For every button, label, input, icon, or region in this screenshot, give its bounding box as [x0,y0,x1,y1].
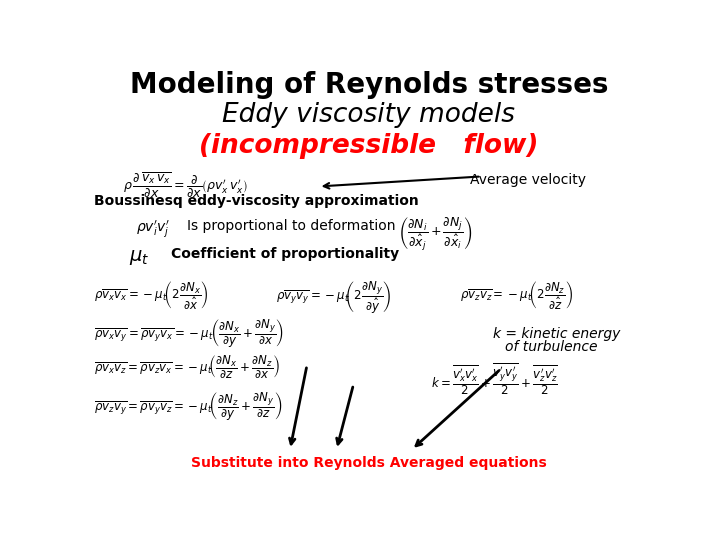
Text: Average velocity: Average velocity [469,173,586,187]
Text: $\left(\dfrac{\partial N_i}{\partial \hat{x}_j}+\dfrac{\partial N_j}{\partial \h: $\left(\dfrac{\partial N_i}{\partial \ha… [398,215,473,253]
Text: $\overline{\rho v_x v_y} = \overline{\rho v_y v_x} = -\mu_t\!\left(\dfrac{\parti: $\overline{\rho v_x v_y} = \overline{\rh… [94,318,284,349]
Text: (incompressible   flow): (incompressible flow) [199,132,539,159]
Text: Modeling of Reynolds stresses: Modeling of Reynolds stresses [130,71,608,99]
Text: Is proportional to deformation: Is proportional to deformation [187,219,395,233]
Text: Boussinesq eddy-viscosity approximation: Boussinesq eddy-viscosity approximation [94,194,418,208]
Text: $\mu_t$: $\mu_t$ [129,248,149,267]
Text: $k=\dfrac{\overline{v_x^{\prime}v_x^{\prime}}}{2}+\dfrac{\overline{v_y^{\prime}v: $k=\dfrac{\overline{v_x^{\prime}v_x^{\pr… [431,361,558,397]
Text: Coefficient of proportionality: Coefficient of proportionality [171,247,400,261]
Text: $\rho v_i^{\prime} v_j^{\prime}$: $\rho v_i^{\prime} v_j^{\prime}$ [137,219,171,240]
Text: $\rho\overline{v_y v_y} = -\mu_t\!\left(2\dfrac{\partial N_y}{\partial\hat{y}}\r: $\rho\overline{v_y v_y} = -\mu_t\!\left(… [276,279,392,315]
Text: $\overline{\rho v_z v_y} = \overline{\rho v_y v_z} = -\mu_t\!\left(\dfrac{\parti: $\overline{\rho v_z v_y} = \overline{\rh… [94,390,282,422]
Text: $\rho\,\dfrac{\partial\,\overline{v_x\,v_x}}{\partial x} = \dfrac{\partial}{\par: $\rho\,\dfrac{\partial\,\overline{v_x\,v… [122,171,247,200]
Text: $\overline{\rho v_x v_z} = \overline{\rho v_z v_x} = -\mu_t\!\left(\dfrac{\parti: $\overline{\rho v_x v_z} = \overline{\rh… [94,354,280,381]
Text: $\rho\overline{v_z v_z} = -\mu_t\!\left(2\dfrac{\partial N_z}{\partial\hat{z}}\r: $\rho\overline{v_z v_z} = -\mu_t\!\left(… [461,279,573,311]
Text: Eddy viscosity models: Eddy viscosity models [222,102,516,128]
Text: k = kinetic energy: k = kinetic energy [493,327,621,341]
Text: of turbulence: of turbulence [505,340,597,354]
Text: $\rho\overline{v_x v_x} = -\mu_t\!\left(2\dfrac{\partial N_x}{\partial\hat{x}}\r: $\rho\overline{v_x v_x} = -\mu_t\!\left(… [94,279,209,311]
Text: Substitute into Reynolds Averaged equations: Substitute into Reynolds Averaged equati… [191,456,547,470]
